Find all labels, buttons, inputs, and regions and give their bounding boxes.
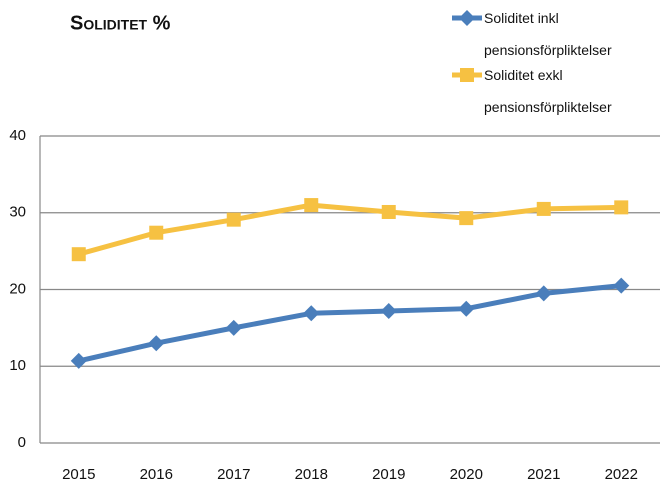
marker	[71, 247, 86, 262]
series-line	[78, 202, 622, 257]
marker	[613, 277, 630, 294]
marker	[459, 211, 474, 226]
marker	[460, 68, 474, 82]
legend-label: Soliditet inkl pensionsförpliktelser	[484, 10, 612, 58]
x-tick-label: 2017	[217, 466, 250, 483]
marker	[225, 319, 242, 336]
marker	[535, 285, 552, 302]
marker	[226, 212, 241, 227]
series-line	[78, 283, 622, 364]
marker	[148, 335, 165, 352]
x-tick-label: 2016	[140, 466, 173, 483]
legend-label: Soliditet exkl pensionsförpliktelser	[484, 67, 612, 115]
chart-title: Soliditet %	[70, 12, 171, 34]
y-tick-label: 20	[9, 280, 26, 297]
marker	[458, 300, 475, 317]
marker	[70, 352, 87, 369]
marker	[381, 204, 396, 219]
y-tick-label: 0	[18, 434, 26, 451]
x-tick-label: 2022	[605, 466, 638, 483]
marker	[304, 198, 319, 213]
marker	[614, 200, 629, 215]
marker	[303, 305, 320, 322]
x-tick-label: 2015	[62, 466, 95, 483]
y-tick-label: 10	[9, 357, 26, 374]
y-tick-label: 30	[9, 204, 26, 221]
marker	[459, 10, 475, 26]
marker	[536, 201, 551, 216]
marker	[380, 302, 397, 319]
x-tick-label: 2021	[527, 466, 560, 483]
x-tick-label: 2018	[295, 466, 328, 483]
y-tick-label: 40	[9, 127, 26, 144]
marker	[149, 225, 164, 240]
x-tick-label: 2020	[450, 466, 483, 483]
x-tick-label: 2019	[372, 466, 405, 483]
